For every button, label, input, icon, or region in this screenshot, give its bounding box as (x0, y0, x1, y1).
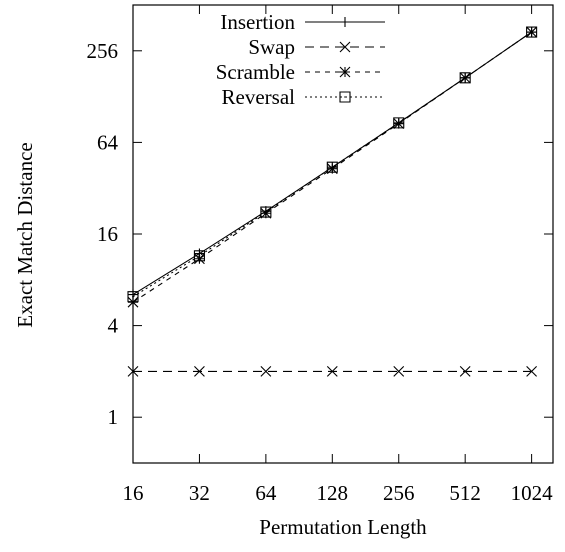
data-point (393, 366, 405, 377)
x-tick-label: 16 (123, 481, 144, 505)
x-tick-label: 128 (317, 481, 349, 505)
y-tick-label: 64 (97, 130, 119, 154)
data-point (459, 366, 471, 377)
legend-marker (339, 91, 351, 103)
y-axis-label: Exact Match Distance (13, 142, 37, 327)
data-point (393, 117, 405, 129)
data-point (326, 161, 338, 173)
x-tick-label: 256 (383, 481, 415, 505)
legend-label: Swap (248, 35, 295, 59)
data-point (260, 207, 272, 219)
legend-label: Insertion (220, 10, 295, 34)
legend-marker (340, 17, 350, 27)
data-point (193, 250, 205, 262)
x-tick-label: 64 (255, 481, 277, 505)
data-point (526, 366, 538, 377)
y-tick-label: 16 (97, 222, 118, 246)
y-tick-label: 256 (87, 39, 119, 63)
data-point (326, 366, 338, 377)
legend-marker (339, 66, 351, 78)
legend-marker (339, 41, 351, 53)
data-point (526, 26, 538, 38)
x-axis-label: Permutation Length (259, 515, 427, 539)
data-point (127, 366, 139, 377)
data-point (260, 206, 272, 218)
y-tick-label: 1 (108, 405, 119, 429)
data-point (127, 296, 139, 308)
data-point (194, 253, 205, 265)
data-point (260, 366, 272, 377)
data-point (393, 118, 405, 130)
data-point (127, 291, 139, 303)
data-point (326, 163, 338, 175)
x-tick-label: 512 (449, 481, 481, 505)
data-point (194, 366, 205, 377)
x-tick-label: 32 (189, 481, 210, 505)
legend-label: Reversal (222, 85, 296, 109)
legend-label: Scramble (216, 60, 295, 84)
x-tick-label: 1024 (511, 481, 554, 505)
y-tick-label: 4 (108, 314, 119, 338)
data-point (459, 72, 471, 84)
